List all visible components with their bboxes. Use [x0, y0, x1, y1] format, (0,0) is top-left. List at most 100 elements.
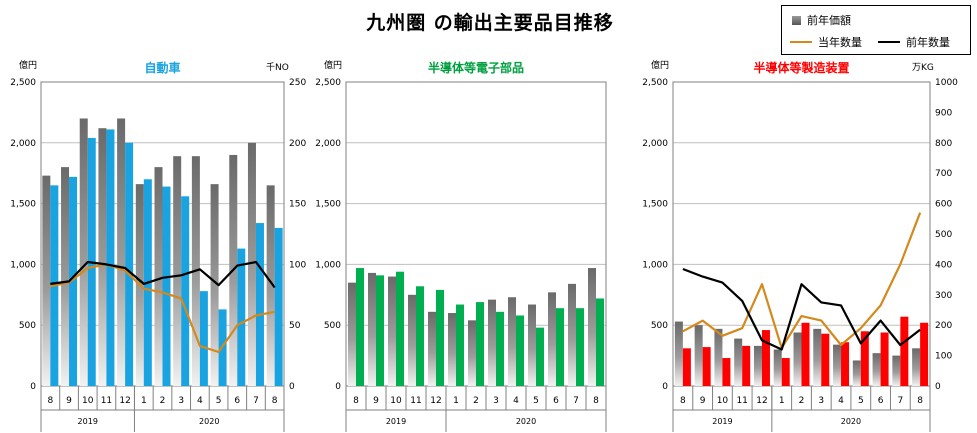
bar-current-value — [255, 223, 264, 386]
bar-prev-value — [448, 313, 456, 386]
y-tick-label-right: 300 — [935, 291, 952, 301]
x-tick-label: 5 — [858, 396, 864, 406]
y-tick-label-right: 200 — [289, 139, 306, 149]
bar-prev-value — [912, 348, 921, 386]
chart-panel-3: 0 500 1,000 1,500 2,000 2,500 0 100 200 300 400 500… — [642, 59, 958, 432]
bar-prev-value — [408, 294, 416, 386]
x-tick-label: 3 — [178, 396, 184, 406]
x-tick-label: 8 — [272, 396, 278, 406]
y-tick-label-right: 600 — [935, 200, 952, 210]
x-tick-label: 3 — [493, 396, 499, 406]
x-tick-label: 11 — [736, 396, 747, 406]
y-tick-label-left: 500 — [324, 321, 341, 331]
x-tick-label: 2 — [799, 396, 805, 406]
bar-prev-value — [508, 297, 516, 386]
right-unit-label: 千NO — [266, 62, 289, 73]
y-tick-label-left: 0 — [662, 382, 668, 392]
legend-item-prev-qty: 前年数量 — [878, 34, 950, 50]
x-tick-label: 9 — [66, 396, 72, 406]
x-tick-label: 6 — [553, 396, 559, 406]
y-tick-label-right: 150 — [289, 200, 306, 210]
x-tick-label: 12 — [756, 396, 767, 406]
y-tick-label-left: 1,000 — [10, 260, 36, 270]
x-tick-label: 7 — [253, 396, 259, 406]
y-tick-label-right: 1000 — [935, 78, 958, 88]
legend-label-prev-qty: 前年数量 — [906, 36, 950, 49]
bar-current-value — [356, 268, 364, 386]
bar-prev-value — [348, 282, 356, 386]
y-tick-label-left: 1,500 — [642, 200, 668, 210]
left-unit-label: 億円 — [324, 59, 342, 71]
line-prev-quantity — [682, 267, 921, 351]
y-tick-label-right: 250 — [289, 78, 306, 88]
y-tick-label-right: 50 — [289, 321, 301, 331]
x-tick-label: 10 — [390, 396, 402, 406]
bar-current-value — [536, 327, 544, 386]
x-tick-label: 4 — [838, 396, 844, 406]
bar-prev-value — [852, 360, 861, 386]
legend-swatch-curr-qty — [790, 41, 812, 43]
x-tick-label: 8 — [917, 396, 923, 406]
bar-current-value — [396, 271, 404, 386]
bar-prev-value — [694, 325, 703, 386]
bar-prev-value — [568, 283, 576, 386]
x-tick-label: 9 — [700, 396, 706, 406]
x-tick-label: 5 — [533, 396, 539, 406]
x-tick-label: 5 — [216, 396, 222, 406]
y-tick-label-left: 1,000 — [642, 260, 668, 270]
bar-current-value — [274, 227, 283, 386]
legend-item-prev-value: 前年価額 — [792, 12, 851, 28]
bar-current-value — [237, 248, 246, 386]
x-tick-label: 7 — [573, 396, 579, 406]
legend: 前年価額 当年数量 前年数量 — [781, 5, 971, 55]
bar-prev-value — [368, 272, 376, 386]
y-tick-label-left: 1,000 — [315, 260, 341, 270]
year-label: 2020 — [516, 417, 536, 426]
bar-current-value — [516, 315, 524, 386]
x-tick-label: 1 — [779, 396, 785, 406]
chart-title: 半導体等製造装置 — [753, 60, 849, 75]
legend-label-prev-value: 前年価額 — [807, 14, 851, 27]
y-tick-label-left: 2,500 — [10, 78, 36, 88]
x-tick-label: 3 — [818, 396, 824, 406]
page-title: 九州圏 の輸出主要品目推移 — [366, 12, 614, 34]
legend-label-curr-qty: 当年数量 — [818, 36, 862, 49]
bar-prev-value — [488, 299, 496, 386]
chart-title: 半導体等電子部品 — [428, 60, 524, 75]
bar-prev-value — [247, 142, 256, 386]
bar-prev-value — [793, 332, 802, 386]
bar-prev-value — [528, 304, 536, 386]
bar-prev-value — [61, 167, 70, 386]
legend-swatch-prev-value — [792, 15, 801, 25]
bar-prev-value — [428, 311, 436, 386]
bar-current-value — [801, 322, 810, 386]
bar-current-value — [880, 332, 889, 386]
legend-swatch-prev-qty — [878, 41, 900, 43]
y-tick-label-left: 2,000 — [642, 139, 668, 149]
line-prev-quantity — [50, 260, 276, 289]
y-tick-label-left: 1,500 — [315, 200, 341, 210]
chart-panel-1: 0 500 1,000 1,500 2,000 2,500 0 50 100 150 200 250 億… — [10, 59, 306, 432]
bar-current-value — [376, 275, 384, 386]
x-tick-label: 4 — [197, 396, 203, 406]
bar-current-value — [841, 342, 850, 386]
bar-current-value — [199, 291, 208, 386]
bar-prev-value — [714, 328, 723, 386]
y-tick-label-right: 400 — [935, 260, 952, 270]
bar-current-value — [556, 308, 564, 386]
chart-title: 自動車 — [144, 60, 180, 75]
bar-current-value — [125, 142, 134, 386]
line-current-quantity — [50, 263, 275, 354]
x-tick-label: 8 — [680, 396, 686, 406]
bar-current-value — [682, 348, 691, 386]
x-tick-label: 6 — [234, 396, 240, 406]
bar-prev-value — [266, 185, 275, 386]
y-tick-label-right: 0 — [289, 382, 295, 392]
bar-current-value — [742, 345, 751, 386]
bar-prev-value — [468, 320, 476, 386]
bar-current-value — [576, 308, 584, 386]
x-tick-label: 1 — [453, 396, 459, 406]
y-tick-label-right: 100 — [935, 352, 952, 362]
bar-prev-value — [734, 338, 743, 386]
